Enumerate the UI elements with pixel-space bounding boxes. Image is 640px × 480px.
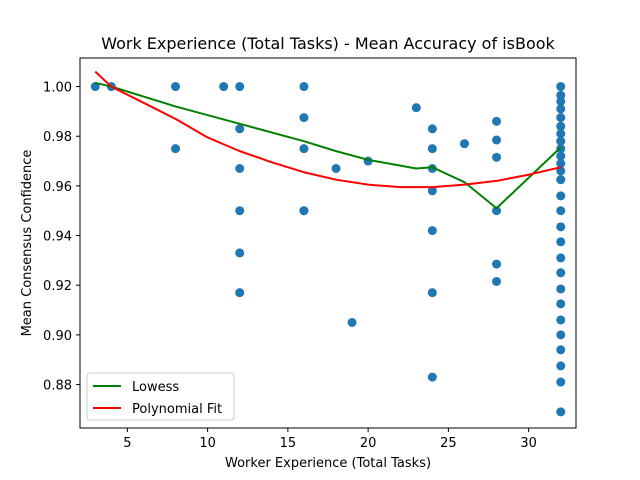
scatter-point — [556, 299, 566, 309]
y-tick-label: 0.88 — [43, 379, 72, 394]
y-tick-label: 1.00 — [43, 81, 72, 96]
scatter-point — [427, 124, 437, 134]
scatter-point — [492, 276, 502, 286]
legend-label-lowess: Lowess — [132, 380, 179, 395]
scatter-point — [556, 315, 566, 325]
scatter-point — [556, 268, 566, 278]
scatter-point — [492, 206, 502, 216]
scatter-point — [556, 121, 566, 131]
scatter-point — [556, 136, 566, 146]
scatter-point — [492, 259, 502, 269]
scatter-point — [235, 248, 245, 258]
y-tick-label: 0.98 — [43, 130, 72, 145]
scatter-point — [556, 345, 566, 355]
scatter-point — [171, 82, 181, 92]
x-axis-title: Worker Experience (Total Tasks) — [225, 456, 431, 471]
scatter-point — [556, 377, 566, 387]
scatter-point — [556, 82, 566, 92]
scatter-point — [427, 186, 437, 196]
scatter-point — [427, 288, 437, 298]
y-tick-label: 0.96 — [43, 180, 72, 195]
fit-lines — [94, 70, 562, 210]
scatter-point — [427, 226, 437, 236]
scatter-point — [331, 164, 341, 174]
scatter-point — [459, 139, 469, 149]
legend-frame — [86, 372, 235, 421]
scatter-point — [235, 164, 245, 174]
scatter-point — [556, 191, 566, 201]
scatter-series — [90, 82, 566, 417]
scatter-point — [556, 284, 566, 294]
chart-title: Work Experience (Total Tasks) - Mean Acc… — [101, 34, 555, 53]
x-tick-label: 5 — [123, 436, 131, 451]
scatter-point — [492, 152, 502, 162]
scatter-point — [492, 116, 502, 126]
x-tick-label: 15 — [280, 436, 297, 451]
scatter-point — [299, 206, 309, 216]
scatter-point — [556, 104, 566, 114]
scatter-point — [556, 222, 566, 232]
legend: Lowess Polynomial Fit — [86, 372, 235, 421]
scatter-point — [299, 82, 309, 92]
scatter-point — [235, 206, 245, 216]
scatter-point — [235, 82, 245, 92]
y-axis: 0.88 0.90 0.92 0.94 0.96 0.98 1.00 — [43, 81, 80, 394]
scatter-point — [299, 113, 309, 123]
x-tick-label: 30 — [520, 436, 537, 451]
y-tick-label: 0.94 — [43, 230, 72, 245]
scatter-point — [556, 175, 566, 185]
series-line-polynomial-fit — [94, 70, 561, 189]
y-tick-label: 0.90 — [43, 329, 72, 344]
scatter-point — [235, 124, 245, 134]
scatter-point — [235, 288, 245, 298]
scatter-point — [556, 96, 566, 106]
scatter-point — [556, 253, 566, 263]
scatter-point — [427, 372, 437, 382]
scatter-point — [556, 129, 566, 139]
scatter-point — [556, 407, 566, 417]
scatter-point — [556, 206, 566, 216]
scatter-point — [427, 144, 437, 154]
scatter-point — [556, 113, 566, 123]
scatter-point — [556, 330, 566, 340]
scatter-point — [556, 151, 566, 161]
scatter-point — [556, 90, 566, 100]
x-axis: 5 10 15 20 25 30 — [123, 428, 537, 451]
axes-frame — [79, 57, 577, 429]
y-axis-title: Mean Consensus Confidence — [20, 150, 35, 337]
scatter-point — [556, 361, 566, 371]
scatter-point — [556, 159, 566, 169]
scatter-point — [347, 317, 357, 327]
x-tick-label: 25 — [440, 436, 457, 451]
x-tick-label: 10 — [199, 436, 216, 451]
scatter-point — [427, 164, 437, 174]
scatter-point — [171, 144, 181, 154]
legend-label-polynomial-fit: Polynomial Fit — [132, 402, 222, 417]
series-line-lowess — [95, 81, 562, 210]
scatter-point — [219, 82, 229, 92]
x-tick-label: 20 — [360, 436, 377, 451]
scatter-point — [556, 237, 566, 247]
scatter-point — [492, 135, 502, 145]
plot-area: 5 10 15 20 25 30 0.88 0.90 0.92 0.94 0.96 0.98 1.00 — [43, 57, 577, 451]
scatter-point — [299, 144, 309, 154]
y-tick-label: 0.92 — [43, 279, 72, 294]
scatter-point — [411, 103, 421, 113]
